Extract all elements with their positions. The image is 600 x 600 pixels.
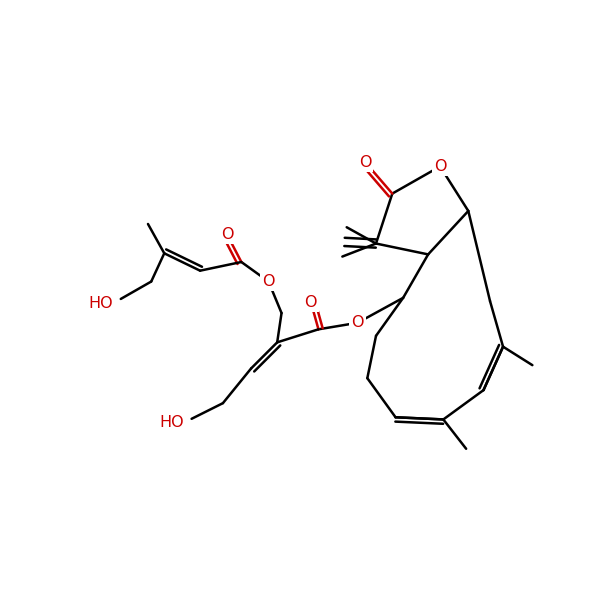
Text: O: O	[434, 159, 446, 174]
Text: O: O	[221, 227, 233, 242]
Text: HO: HO	[159, 415, 184, 430]
Text: HO: HO	[89, 296, 113, 311]
Text: O: O	[305, 295, 317, 310]
Text: O: O	[352, 316, 364, 331]
Text: O: O	[262, 274, 275, 289]
Text: O: O	[359, 155, 371, 170]
